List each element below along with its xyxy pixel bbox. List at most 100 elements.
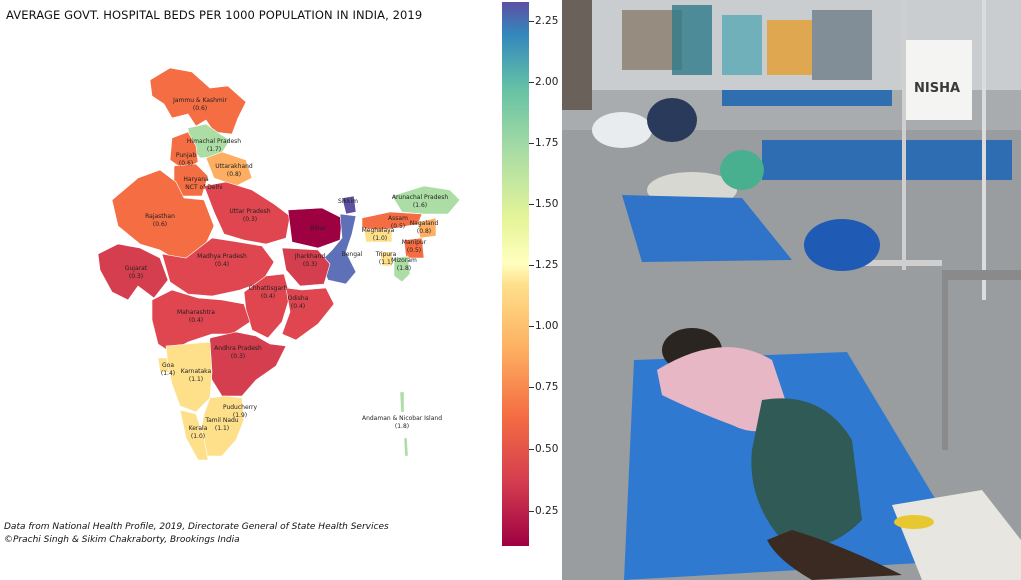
label-jharkhand: Jharkhand xyxy=(294,253,325,260)
label-haryana: Haryana xyxy=(183,176,209,183)
region-madhya-pradesh xyxy=(161,237,275,297)
label-bengal: Bengal xyxy=(342,251,363,258)
colorbar-tick-label: 0.75 xyxy=(535,381,559,393)
label-arunachal: Arunachal Pradesh xyxy=(392,194,448,201)
value-arunachal: (1.6) xyxy=(413,202,427,209)
label-bihar: Bihar xyxy=(310,225,326,232)
value-kerala: (1.0) xyxy=(191,433,205,440)
colorbar-tick xyxy=(529,21,534,22)
region-andaman-nicobar-south xyxy=(403,437,409,457)
label-uttar-pradesh: Uttar Pradesh xyxy=(229,208,270,215)
region-tripura xyxy=(379,251,393,267)
label-delhi: NCT of Delhi xyxy=(185,184,223,191)
region-meghalaya xyxy=(363,229,393,243)
region-nagaland xyxy=(417,217,437,239)
label-jammu-kashmir: Jammu & Kashmir xyxy=(172,97,227,104)
credit-line: ©Prachi Singh & Sikim Chakraborty, Brook… xyxy=(4,535,240,545)
hospital-photo: NISHA xyxy=(562,0,1021,580)
label-gujarat: Gujarat xyxy=(125,265,148,272)
value-tamil-nadu: (1.1) xyxy=(215,425,229,432)
value-punjab: (0.6) xyxy=(179,160,193,167)
label-punjab: Punjab xyxy=(176,152,196,159)
colorbar: 0.25 0.50 0.75 1.00 1.25 1.50 1.75 2.00 … xyxy=(502,0,562,548)
value-madhya-pradesh: (0.4) xyxy=(215,261,229,268)
label-chhattisgarh: Chhattisgarh xyxy=(249,285,288,292)
colorbar-tick xyxy=(529,511,534,512)
colorbar-tick-label: 2.25 xyxy=(535,15,559,27)
region-arunachal xyxy=(391,185,461,215)
colorbar-tick-label: 1.75 xyxy=(535,137,559,149)
label-assam: Assam xyxy=(388,215,408,222)
region-uttarakhand xyxy=(205,151,253,187)
label-manipur: Manipur xyxy=(402,239,427,246)
sign-text: NISHA xyxy=(914,81,960,96)
label-sikkim: Sikkim xyxy=(338,198,358,205)
value-andhra-pradesh: (0.3) xyxy=(231,353,245,360)
region-jammu-kashmir xyxy=(149,67,247,135)
label-madhya-pradesh: Madhya Pradesh xyxy=(197,253,247,260)
region-andaman-nicobar xyxy=(399,391,405,413)
colorbar-tick-label: 0.50 xyxy=(535,443,559,455)
colorbar-tick xyxy=(529,387,534,388)
label-goa: Goa xyxy=(162,362,174,369)
colorbar-tick xyxy=(529,265,534,266)
label-maharashtra: Maharashtra xyxy=(177,309,215,316)
label-nagaland: Nagaland xyxy=(410,220,439,227)
value-jharkhand: (0.3) xyxy=(303,261,317,268)
map-panel: AVERAGE GOVT. HOSPITAL BEDS PER 1000 POP… xyxy=(4,0,562,548)
colorbar-tick-label: 1.25 xyxy=(535,259,559,271)
label-tamil-nadu: Tamil Nadu xyxy=(204,417,238,424)
colorbar-tick-label: 0.25 xyxy=(535,505,559,517)
india-map: Jammu & Kashmir (0.6) Himachal Pradesh (… xyxy=(97,67,461,461)
colorbar-tick xyxy=(529,449,534,450)
label-uttarakhand: Uttarakhand xyxy=(215,163,253,170)
colorbar-tick-label: 1.00 xyxy=(535,320,559,332)
colorbar-gradient xyxy=(502,2,529,546)
source-line: Data from National Health Profile, 2019,… xyxy=(4,522,389,532)
value-tripura: (1.1) xyxy=(379,259,393,266)
value-meghalaya: (1.0) xyxy=(373,235,387,242)
region-sikkim xyxy=(341,195,357,215)
value-mizoram: (1.8) xyxy=(397,265,411,272)
value-maharashtra: (0.4) xyxy=(189,317,203,324)
value-goa: (1.4) xyxy=(161,370,175,377)
label-andhra-pradesh: Andhra Pradesh xyxy=(214,345,262,352)
value-manipur: (0.5) xyxy=(407,247,421,254)
label-tripura: Tripura xyxy=(375,251,397,258)
label-odisha: Odisha xyxy=(288,295,309,302)
region-mizoram xyxy=(393,255,411,283)
value-uttarakhand: (0.8) xyxy=(227,171,241,178)
region-andhra-pradesh xyxy=(207,331,287,397)
colorbar-tick xyxy=(529,143,534,144)
region-assam xyxy=(361,211,423,231)
value-chhattisgarh: (0.4) xyxy=(261,293,275,300)
value-assam: (0.5) xyxy=(391,223,405,230)
colorbar-tick xyxy=(529,204,534,205)
region-uttar-pradesh xyxy=(203,181,291,245)
value-jammu-kashmir: (0.6) xyxy=(193,105,207,112)
region-karnataka xyxy=(165,341,213,413)
value-uttar-pradesh: (0.3) xyxy=(243,216,257,223)
value-rajasthan: (0.6) xyxy=(153,221,167,228)
label-andaman-nicobar: Andaman & Nicobar Island xyxy=(362,415,442,422)
hospital-photo-illustration: NISHA xyxy=(562,0,1021,580)
region-gujarat xyxy=(97,243,169,301)
label-mizoram: Mizoram xyxy=(391,257,417,264)
value-karnataka: (1.1) xyxy=(189,376,203,383)
value-nagaland: (0.8) xyxy=(417,228,431,235)
value-andaman-nicobar: (1.8) xyxy=(395,423,409,430)
colorbar-tick xyxy=(529,326,534,327)
region-kerala xyxy=(179,409,209,461)
label-meghalaya: Meghalaya xyxy=(362,227,395,234)
label-puducherry: Puducherry xyxy=(223,404,258,411)
region-odisha xyxy=(281,287,335,341)
region-manipur xyxy=(403,237,425,259)
label-rajasthan: Rajasthan xyxy=(145,213,175,220)
label-karnataka: Karnataka xyxy=(181,368,212,375)
value-gujarat: (0.3) xyxy=(129,273,143,280)
colorbar-tick xyxy=(529,82,534,83)
colorbar-tick-label: 1.50 xyxy=(535,198,559,210)
region-tamil-nadu xyxy=(199,395,245,457)
label-himachal: Himachal Pradesh xyxy=(187,138,241,145)
value-puducherry: (1.9) xyxy=(233,412,247,419)
